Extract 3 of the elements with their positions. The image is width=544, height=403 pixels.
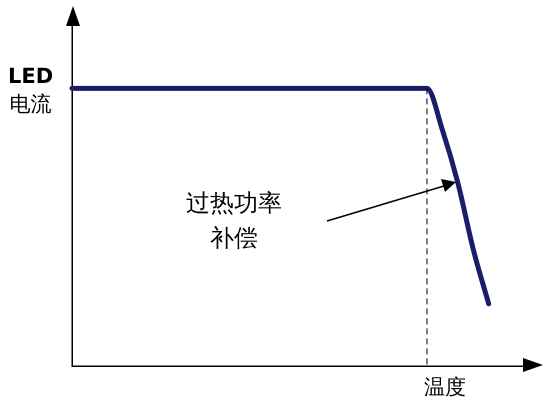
x-axis-title: 温度 [424, 374, 466, 401]
y-axis-title: LED 电流 [8, 63, 54, 118]
annotation: 过热功率补偿 [186, 188, 282, 254]
